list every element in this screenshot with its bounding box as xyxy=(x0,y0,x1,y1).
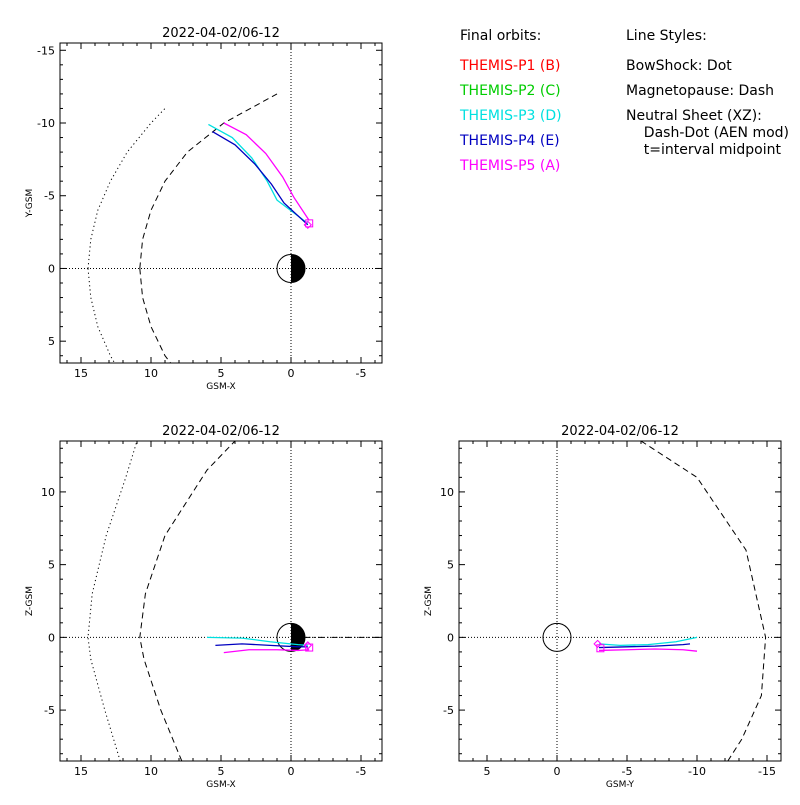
legend-probe-p3: THEMIS-P3 (D) xyxy=(459,108,562,124)
x-tick-label: -15 xyxy=(758,765,776,778)
x-tick-label: 15 xyxy=(74,367,88,380)
y-axis-label: Z-GSM xyxy=(25,586,35,616)
end-marker-diamond xyxy=(593,639,602,649)
x-tick-label: 5 xyxy=(484,765,491,778)
y-tick-label: -5 xyxy=(44,190,55,203)
legend-probe-p4: THEMIS-P4 (E) xyxy=(459,133,560,149)
orbits-legend-title: Final orbits: xyxy=(460,28,541,44)
magnetopause-line xyxy=(139,441,236,761)
panel-title: 2022-04-02/06-12 xyxy=(561,424,679,439)
legend: Final orbits: THEMIS-P1 (B) THEMIS-P2 (C… xyxy=(459,28,789,174)
y-tick-label: 5 xyxy=(48,559,55,572)
orbit-p3 xyxy=(598,636,698,647)
x-tick-label: -5 xyxy=(622,765,633,778)
panel-title: 2022-04-02/06-12 xyxy=(162,26,280,41)
styles-legend-title: Line Styles: xyxy=(626,28,707,44)
legend-probe-p1: THEMIS-P1 (B) xyxy=(459,58,560,74)
style-neutral-sheet: Neutral Sheet (XZ): xyxy=(626,108,762,124)
plot-area xyxy=(60,43,382,363)
y-tick-label: 5 xyxy=(48,335,55,348)
orbit-p5 xyxy=(223,649,310,654)
earth-icon xyxy=(276,622,306,652)
y-tick-label: 10 xyxy=(41,486,55,499)
orbit-p4 xyxy=(212,131,309,226)
style-magnetopause: Magnetopause: Dash xyxy=(626,83,774,99)
plot-frame xyxy=(59,42,383,364)
y-tick-label: -5 xyxy=(443,704,454,717)
bowshock-line xyxy=(87,441,138,761)
orbit-p5 xyxy=(223,122,310,221)
x-tick-label: 0 xyxy=(288,765,295,778)
orbit-p3 xyxy=(206,636,308,647)
end-marker-square xyxy=(305,643,314,652)
xy-orbit-panel: 15 10 5 0 -5 -15 -10 -5 0 5 2022-04-02/06-12 GSM-X Y… xyxy=(25,26,383,392)
style-neutral-sheet-model: Dash-Dot (AEN mod) xyxy=(626,125,789,141)
xz-orbit-panel: 15 10 5 0 -5 -5 0 5 10 2022-04-02/06-12 GSM-X Z-GSM xyxy=(25,424,383,790)
plot-frame xyxy=(59,440,383,762)
x-tick-label: 0 xyxy=(288,367,295,380)
orbit-p5 xyxy=(598,648,698,652)
x-tick-label: -10 xyxy=(688,765,706,778)
x-tick-label: 5 xyxy=(218,367,225,380)
y-tick-label: 0 xyxy=(447,631,454,644)
earth-icon xyxy=(276,253,306,283)
x-tick-label: 15 xyxy=(74,765,88,778)
x-axis-label: GSM-X xyxy=(206,780,235,790)
legend-probe-p2: THEMIS-P2 (C) xyxy=(459,83,561,99)
plot-area xyxy=(459,441,781,761)
x-tick-label: -5 xyxy=(356,367,367,380)
x-axis-label: GSM-X xyxy=(206,382,235,392)
y-tick-label: -15 xyxy=(37,44,55,57)
magnetopause-line xyxy=(640,441,767,761)
x-axis-label: GSM-Y xyxy=(606,780,635,790)
bowshock-line xyxy=(87,108,166,269)
y-tick-label: -10 xyxy=(37,117,55,130)
x-tick-label: 10 xyxy=(144,367,158,380)
magnetopause-line xyxy=(139,93,278,269)
x-tick-label: 5 xyxy=(218,765,225,778)
style-bowshock: BowShock: Dot xyxy=(626,58,732,74)
y-axis-label: Z-GSM xyxy=(424,586,434,616)
earth-night-side xyxy=(291,254,305,283)
bowshock-line xyxy=(87,268,116,363)
x-tick-label: 10 xyxy=(144,765,158,778)
y-axis-label: Y-GSM xyxy=(25,189,35,218)
style-midpoint-note: t=interval midpoint xyxy=(626,142,781,158)
y-tick-label: -5 xyxy=(44,704,55,717)
end-marker-square xyxy=(596,644,605,653)
legend-probe-p5: THEMIS-P5 (A) xyxy=(459,158,560,174)
orbit-p3 xyxy=(208,123,309,224)
y-tick-label: 10 xyxy=(440,486,454,499)
panel-title: 2022-04-02/06-12 xyxy=(162,424,280,439)
end-marker-square xyxy=(305,219,314,228)
plot-frame xyxy=(458,440,782,762)
orbit-p4 xyxy=(598,643,691,649)
magnetopause-line xyxy=(139,268,172,363)
x-tick-label: -5 xyxy=(356,765,367,778)
earth-icon xyxy=(542,622,572,652)
plot-area xyxy=(60,441,382,761)
yz-orbit-panel: 5 0 -5 -10 -15 -5 0 5 10 2022-04-02/06-12 GSM-Y Z-G… xyxy=(424,424,782,790)
y-tick-label: 5 xyxy=(447,559,454,572)
orbit-p4 xyxy=(215,643,308,648)
x-tick-label: 0 xyxy=(554,765,561,778)
y-tick-label: 0 xyxy=(48,631,55,644)
y-tick-label: 0 xyxy=(48,262,55,275)
